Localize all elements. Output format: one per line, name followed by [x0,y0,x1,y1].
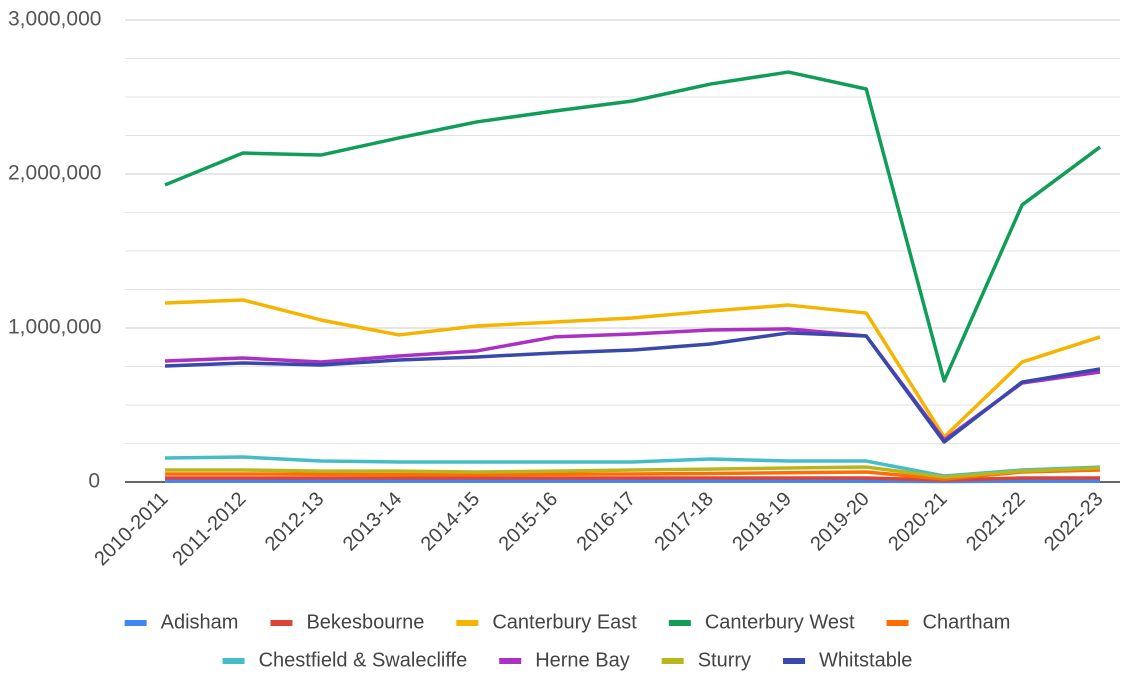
series-line [165,468,1101,481]
y-tick-label: 2,000,000 [8,162,101,185]
x-tick-label: 2022-23 [1040,488,1107,555]
legend-item: Chestfield & Swalecliffe [222,649,468,671]
legend-item: Canterbury West [668,611,855,633]
y-tick-label: 3,000,000 [8,8,101,31]
legend-swatch [661,658,684,664]
series-line [164,331,1101,444]
series-line [164,70,1102,383]
legend-item: Herne Bay [499,649,630,671]
series-line [165,465,1101,479]
legend-swatch [668,620,691,626]
legend-swatch [270,620,293,626]
legend-swatch [783,658,806,664]
x-tick-label: 2020-21 [884,488,951,555]
x-tick-label: 2016-17 [573,488,640,555]
legend-item: Bekesbourne [270,611,424,633]
y-tick-label: 1,000,000 [8,316,101,339]
x-tick-label: 2012-13 [261,488,328,555]
legend-label: Canterbury West [705,611,855,633]
legend-item: Sturry [661,649,751,671]
x-tick-label: 2011-2012 [168,488,250,570]
legend-swatch [499,658,522,664]
legend-label: Chestfield & Swalecliffe [259,649,468,671]
legend-label: Bekesbourne [306,611,424,633]
x-tick-label: 2017-18 [650,488,717,555]
legend-item: Whitstable [783,649,912,671]
legend-label: Chartham [923,611,1011,633]
legend-label: Herne Bay [535,649,630,671]
x-tick-label: 2021-22 [962,488,1029,555]
legend-item: Canterbury East [456,611,637,633]
x-tick-label: 2019-20 [806,488,873,555]
x-tick-label: 2018-19 [728,488,795,555]
legend-item: Chartham [886,611,1011,633]
legend-row: Chestfield & Swalecliffe Herne Bay Sturry W… [222,649,912,671]
legend-label: Adisham [161,611,239,633]
legend-swatch [886,620,909,626]
legend-swatch [222,658,245,664]
x-tick-label: 2014-15 [417,488,484,555]
x-tick-label: 2015-16 [495,488,562,555]
x-tick-label: 2013-14 [339,488,406,555]
legend-swatch [124,620,147,626]
series-line [164,298,1101,439]
legend-item: Adisham [124,611,239,633]
y-tick-label: 0 [88,470,100,493]
legend-swatch [456,620,479,626]
legend-label: Whitstable [819,649,912,671]
legend-label: Sturry [698,649,751,671]
legend-label: Canterbury East [492,611,637,633]
legend-row: Adisham Bekesbourne Canterbury East Canterb… [124,611,1011,633]
x-tick-label: 2010-2011 [90,488,172,570]
